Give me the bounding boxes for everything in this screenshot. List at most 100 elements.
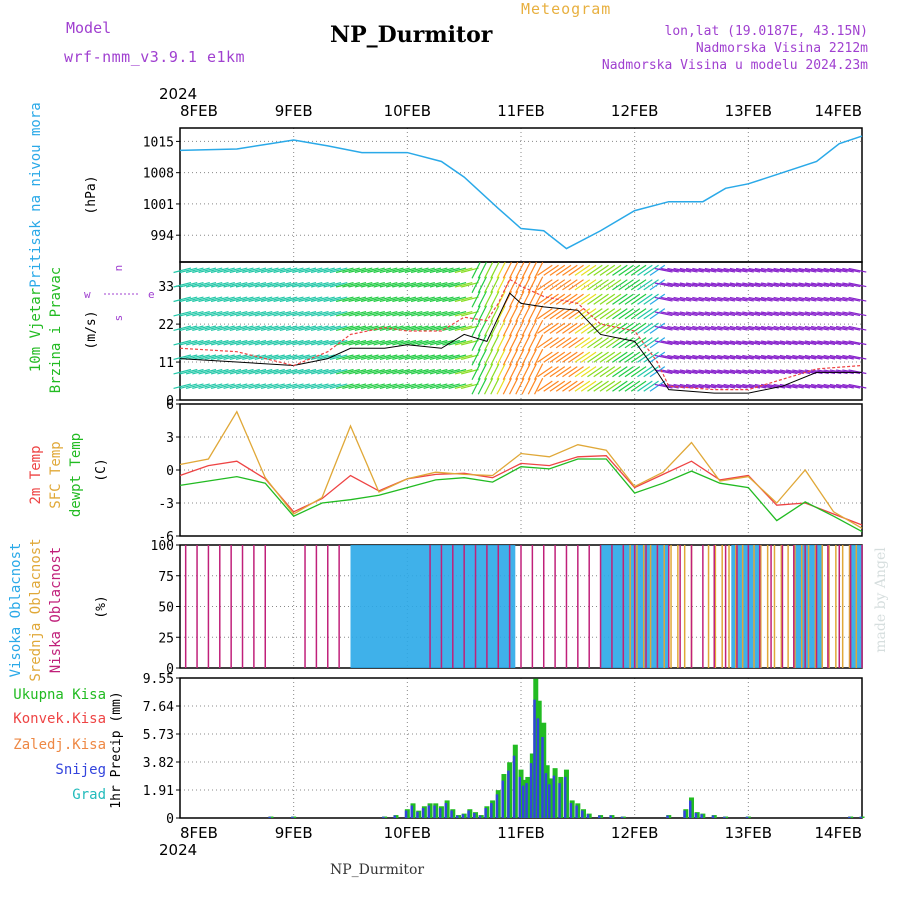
wind-barb xyxy=(649,380,666,392)
wind-barb xyxy=(417,325,435,332)
wind-barb xyxy=(429,325,448,332)
wind-barb xyxy=(373,296,392,303)
wind-barb xyxy=(555,366,572,378)
wind-barb xyxy=(624,279,641,291)
wind-barb xyxy=(429,368,448,375)
wind-barb xyxy=(543,366,559,378)
wind-barb xyxy=(254,368,273,375)
y-tick-label: 1.91 xyxy=(143,784,174,799)
wind-barb xyxy=(792,354,811,360)
wind-barb xyxy=(580,322,597,334)
wind-barb xyxy=(354,281,373,288)
wind-barb xyxy=(317,383,335,390)
wind-barb xyxy=(618,264,634,276)
wind-barb xyxy=(217,354,235,361)
wind-barb xyxy=(643,308,659,320)
wind-barb xyxy=(385,310,404,317)
wind-barb xyxy=(279,383,298,390)
wind-barb xyxy=(417,310,435,317)
wind-barb xyxy=(323,281,342,288)
wind-barb xyxy=(574,351,591,363)
wind-barb xyxy=(242,383,260,390)
wind-barb xyxy=(836,369,854,375)
wind-barb xyxy=(779,267,798,273)
wind-barb xyxy=(404,383,423,390)
wind-barb xyxy=(448,339,467,346)
x-tick-label-bottom: 12FEB xyxy=(611,824,658,842)
wind-barb xyxy=(685,267,704,273)
wind-barb xyxy=(417,354,435,361)
wind-barb xyxy=(310,368,329,375)
precip-snow-bar xyxy=(581,810,584,818)
wind-barb xyxy=(490,305,500,323)
wind-barb xyxy=(502,377,512,395)
precip-snow-bar xyxy=(536,718,540,818)
wind-barb xyxy=(521,348,531,366)
wind-barb xyxy=(285,267,304,274)
wind-barb xyxy=(574,308,591,320)
wind-barb xyxy=(223,310,242,317)
wind-barb xyxy=(242,281,260,288)
wind-barb xyxy=(229,339,248,346)
wind-barb xyxy=(785,296,804,302)
wind-barb xyxy=(679,340,698,346)
y-tick-label: 7.64 xyxy=(143,700,174,715)
wind-barb xyxy=(673,325,692,331)
x-tick-label-bottom: 13FEB xyxy=(725,824,772,842)
pressure-ylabel: (hPa) xyxy=(84,175,99,214)
precip-snow-bar xyxy=(478,815,482,818)
wind-barb xyxy=(429,310,448,317)
wind-barb xyxy=(612,380,628,392)
wind-barb xyxy=(335,339,354,346)
wind-barb xyxy=(555,322,572,334)
y-tick-label: 0 xyxy=(166,394,174,409)
wind-barb xyxy=(534,305,544,323)
wind-barb xyxy=(742,267,761,273)
wind-barb xyxy=(204,325,223,332)
wind-legend-w: w xyxy=(84,288,91,301)
wind-barb xyxy=(717,296,736,302)
wind-barb xyxy=(630,366,647,378)
wind-barb xyxy=(348,281,367,288)
x-tick-label-top: 12FEB xyxy=(611,102,658,120)
wind-barb xyxy=(829,267,848,273)
precip-snow-bar xyxy=(683,810,686,818)
wind-barb xyxy=(410,267,429,274)
wind-barb xyxy=(342,354,360,361)
wind-barb xyxy=(534,319,544,337)
wind-barb xyxy=(515,348,525,366)
wind-barb xyxy=(817,296,836,302)
wind-barb xyxy=(496,319,506,337)
x-year-top: 2024 xyxy=(159,85,197,103)
wind-barb xyxy=(842,383,861,389)
wind-barb xyxy=(779,282,798,288)
wind-barb xyxy=(435,354,454,361)
precip-snow-bar xyxy=(848,816,851,818)
wind-barb xyxy=(198,368,217,375)
wind-barb xyxy=(534,261,544,279)
wind-barb xyxy=(767,267,786,273)
wind-barb xyxy=(723,383,742,389)
wind-barb xyxy=(643,322,659,334)
wind-barb xyxy=(490,363,500,381)
y-tick-label: 9.55 xyxy=(143,672,174,687)
wind-barb xyxy=(521,334,531,352)
wind-barb xyxy=(754,311,773,317)
wind-barb xyxy=(679,369,698,375)
wind-barb xyxy=(223,296,242,303)
wind-barb xyxy=(254,339,273,346)
elevation-label: Nadmorska Visina 2212m xyxy=(695,41,868,56)
wind-barb xyxy=(360,368,379,375)
wind-barb xyxy=(829,340,848,346)
wind-barb xyxy=(773,340,792,346)
wind-barb xyxy=(242,354,260,361)
wind-barb xyxy=(292,368,310,375)
wind-barb xyxy=(179,267,198,274)
precip-snow-bar xyxy=(558,783,561,818)
wind-barb xyxy=(285,383,304,390)
wind-barb xyxy=(435,383,454,390)
wind-barb xyxy=(798,267,817,273)
precip-snow-bar xyxy=(609,815,612,818)
wind-barb xyxy=(329,310,348,317)
wind-barb xyxy=(599,279,616,291)
